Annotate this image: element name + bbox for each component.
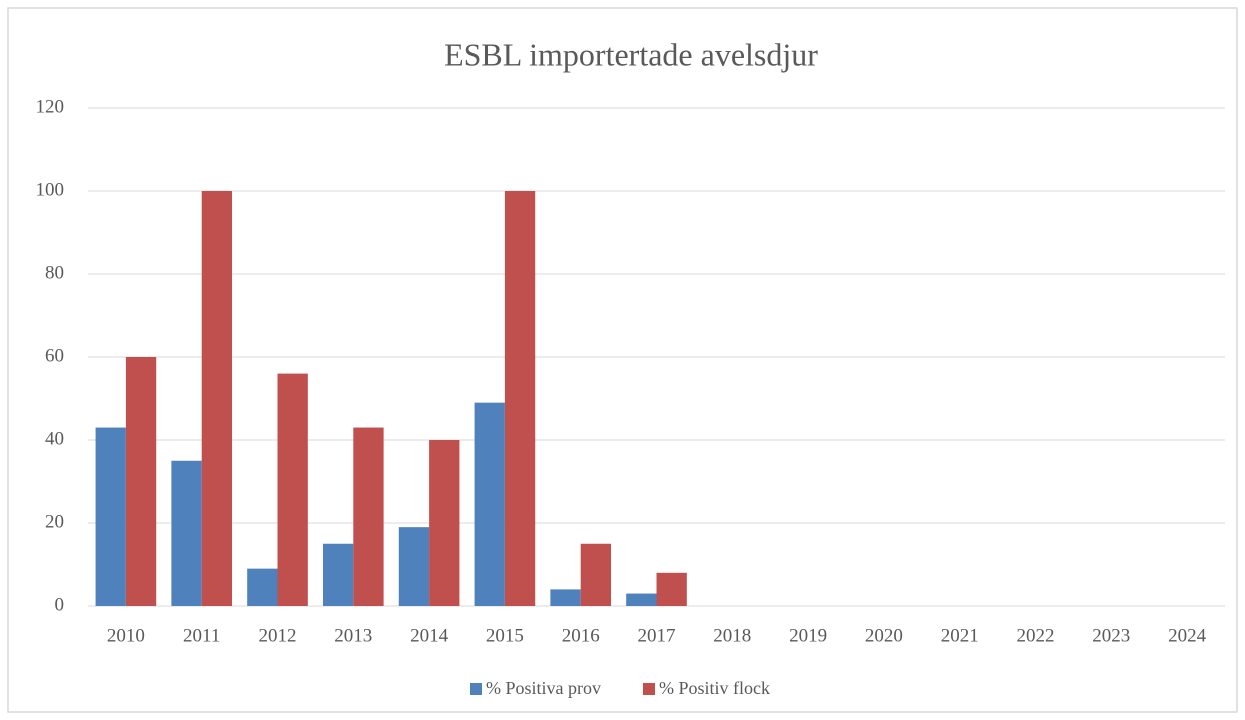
y-tick-label: 120 (36, 96, 65, 117)
legend-swatch (470, 683, 482, 695)
x-tick-label: 2020 (865, 625, 903, 646)
bar (656, 572, 687, 606)
x-tick-label: 2011 (183, 625, 220, 646)
bar (95, 427, 126, 606)
x-tick-label: 2018 (713, 625, 751, 646)
x-tick-label: 2023 (1092, 625, 1130, 646)
bar (322, 543, 354, 606)
bar (474, 402, 505, 606)
bar (125, 357, 157, 606)
x-tick-label: 2024 (1168, 625, 1207, 646)
y-tick-label: 80 (45, 262, 64, 283)
y-tick-label: 40 (45, 428, 64, 449)
chart-title: ESBL importertade avelsdjur (444, 36, 818, 72)
x-tick-label: 2019 (789, 625, 827, 646)
x-tick-label: 2016 (562, 625, 600, 646)
y-tick-label: 20 (45, 511, 64, 532)
bar (429, 440, 460, 606)
bar (353, 427, 384, 606)
x-tick-label: 2022 (1017, 625, 1055, 646)
x-tick-label: 2017 (638, 625, 676, 646)
bar (247, 568, 278, 606)
x-tick-label: 2012 (259, 625, 297, 646)
y-tick-label: 60 (45, 345, 64, 366)
bar (580, 543, 612, 606)
legend-label: % Positiv flock (659, 678, 770, 698)
bar (201, 191, 233, 606)
bar (171, 460, 202, 606)
x-tick-label: 2021 (941, 625, 979, 646)
bar (550, 589, 581, 606)
legend-label: % Positiva prov (486, 678, 601, 698)
x-tick-label: 2014 (410, 625, 449, 646)
bar (277, 373, 308, 606)
bar (398, 527, 430, 606)
legend-swatch (643, 683, 655, 695)
x-tick-label: 2010 (107, 625, 145, 646)
y-tick-label: 100 (36, 179, 65, 200)
x-tick-label: 2013 (334, 625, 372, 646)
bar (626, 593, 657, 606)
y-tick-label: 0 (55, 594, 65, 615)
x-tick-label: 2015 (486, 625, 524, 646)
bar (504, 191, 536, 606)
